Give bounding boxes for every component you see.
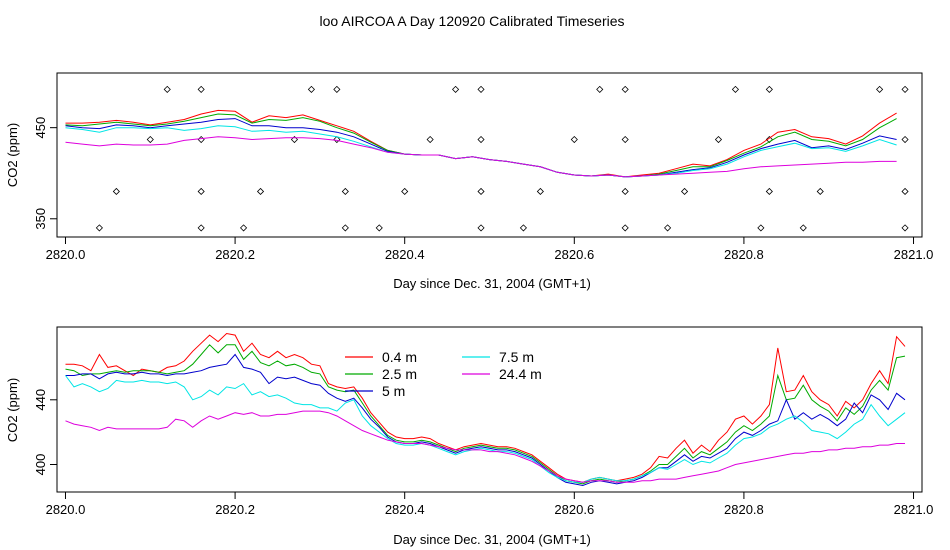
- top-flag-point: [146, 135, 154, 144]
- top-flag-point: [452, 85, 460, 93]
- top-flag-point: [375, 224, 383, 232]
- top-flag-point: [477, 135, 485, 144]
- top-flag-point: [341, 224, 349, 232]
- top-flag-point: [536, 187, 544, 196]
- top-flag-point: [197, 85, 205, 93]
- top-y-tick-label: 350: [33, 208, 48, 230]
- top-flag-point: [112, 187, 120, 196]
- legend-item: 2.5 m: [345, 366, 417, 382]
- top-flag-point: [621, 224, 629, 232]
- top-y-axis-label: CO2 (ppm): [5, 123, 20, 187]
- bottom-x-tick-label: 2820.4: [385, 502, 425, 517]
- bottom-y-axis: 400 440: [33, 389, 57, 475]
- bottom-series-line-5-m: [65, 353, 906, 487]
- top-flag-point: [341, 187, 349, 196]
- top-flag-point: [664, 224, 672, 232]
- top-x-tick-label: 2820.4: [385, 247, 425, 262]
- top-flag-point: [765, 85, 773, 93]
- top-flag-point: [197, 224, 205, 232]
- top-plot-frame: [56, 72, 923, 238]
- legend-item: 24.4 m: [462, 366, 542, 382]
- top-flag-point: [816, 187, 824, 196]
- top-flag-point: [731, 85, 739, 93]
- bottom-plot-frame: [56, 326, 923, 493]
- top-flag-point: [333, 135, 341, 144]
- bottom-x-axis: 2820.0 2820.2 2820.4 2820.6 2820.8 2821.0: [46, 491, 934, 517]
- top-flag-point: [765, 135, 773, 144]
- top-flag-point: [519, 224, 527, 232]
- legend-item: 7.5 m: [462, 349, 534, 365]
- bottom-x-axis-label: Day since Dec. 31, 2004 (GMT+1): [393, 532, 591, 547]
- top-x-axis-label: Day since Dec. 31, 2004 (GMT+1): [393, 276, 591, 291]
- bottom-x-tick-label: 2820.0: [46, 502, 86, 517]
- top-series-line-24-4-m: [65, 136, 897, 178]
- legend-label: 0.4 m: [382, 349, 417, 365]
- legend-label: 24.4 m: [499, 366, 542, 382]
- figure-title: loo AIRCOA A Day 120920 Calibrated Times…: [319, 13, 624, 29]
- top-y-axis: 350 450: [33, 117, 57, 230]
- top-flag-point: [714, 135, 723, 144]
- top-y-tick-label: 450: [33, 117, 48, 139]
- top-flag-point: [477, 187, 485, 196]
- top-flag-point: [95, 224, 103, 232]
- top-flag-point: [197, 135, 205, 144]
- bottom-panel: CO2 (ppm) Day since Dec. 31, 2004 (GMT+1…: [5, 326, 934, 547]
- top-flag-point: [401, 187, 409, 196]
- top-x-tick-label: 2820.0: [46, 247, 86, 262]
- legend-label: 7.5 m: [499, 349, 534, 365]
- top-flag-point: [621, 187, 629, 196]
- top-flag-point: [163, 85, 171, 93]
- top-x-tick-label: 2821.0: [894, 247, 934, 262]
- top-flag-point: [757, 224, 765, 232]
- top-flag-point: [876, 85, 884, 93]
- top-x-tick-label: 2820.8: [724, 247, 764, 262]
- top-flag-point: [307, 85, 315, 93]
- bottom-y-tick-label: 440: [33, 389, 48, 411]
- top-x-tick-label: 2820.2: [215, 247, 255, 262]
- bottom-series-line-2-5-m: [65, 344, 906, 485]
- bottom-x-tick-label: 2821.0: [894, 502, 934, 517]
- bottom-x-tick-label: 2820.8: [724, 502, 764, 517]
- top-flag-point: [901, 85, 909, 93]
- top-flag-point: [680, 187, 689, 196]
- legend-label: 5 m: [382, 383, 405, 399]
- top-panel: CO2 (ppm) Day since Dec. 31, 2004 (GMT+1…: [5, 72, 934, 291]
- top-flag-point: [621, 135, 629, 144]
- top-flag-point: [901, 224, 909, 232]
- top-flag-point: [333, 85, 341, 93]
- bottom-series-line-7-5-m: [65, 375, 906, 483]
- top-x-axis: 2820.0 2820.2 2820.4 2820.6 2820.8 2821.0: [46, 236, 934, 262]
- top-flag-point: [901, 135, 909, 144]
- legend: 0.4 m2.5 m5 m 7.5 m24.4 m: [345, 349, 542, 399]
- bottom-y-tick-label: 400: [33, 454, 48, 476]
- top-flag-point: [477, 85, 485, 93]
- top-flag-point: [256, 187, 265, 196]
- top-flag-point: [290, 135, 299, 144]
- bottom-series-line-24-4-m: [65, 410, 905, 483]
- bottom-x-tick-label: 2820.2: [215, 502, 255, 517]
- top-flag-point: [197, 187, 205, 196]
- legend-item: 5 m: [345, 383, 405, 399]
- bottom-y-axis-label: CO2 (ppm): [5, 378, 20, 442]
- bottom-x-tick-label: 2820.6: [554, 502, 594, 517]
- top-flag-point: [596, 85, 604, 93]
- top-x-tick-label: 2820.6: [554, 247, 594, 262]
- legend-item: 0.4 m: [345, 349, 417, 365]
- top-flag-point: [426, 135, 434, 144]
- legend-label: 2.5 m: [382, 366, 417, 382]
- top-flag-point: [570, 135, 578, 144]
- top-flag-point: [765, 187, 773, 196]
- top-flag-point: [799, 224, 807, 232]
- bottom-series-lines: [65, 332, 906, 487]
- top-flag-points: [95, 85, 909, 232]
- top-flag-point: [901, 187, 909, 196]
- top-flag-point: [477, 224, 485, 232]
- top-series-line-7-5-m: [65, 125, 897, 178]
- top-series-lines: [65, 109, 897, 178]
- top-flag-point: [240, 224, 248, 232]
- bottom-series-line-0-4-m: [65, 332, 906, 483]
- top-flag-point: [621, 85, 629, 93]
